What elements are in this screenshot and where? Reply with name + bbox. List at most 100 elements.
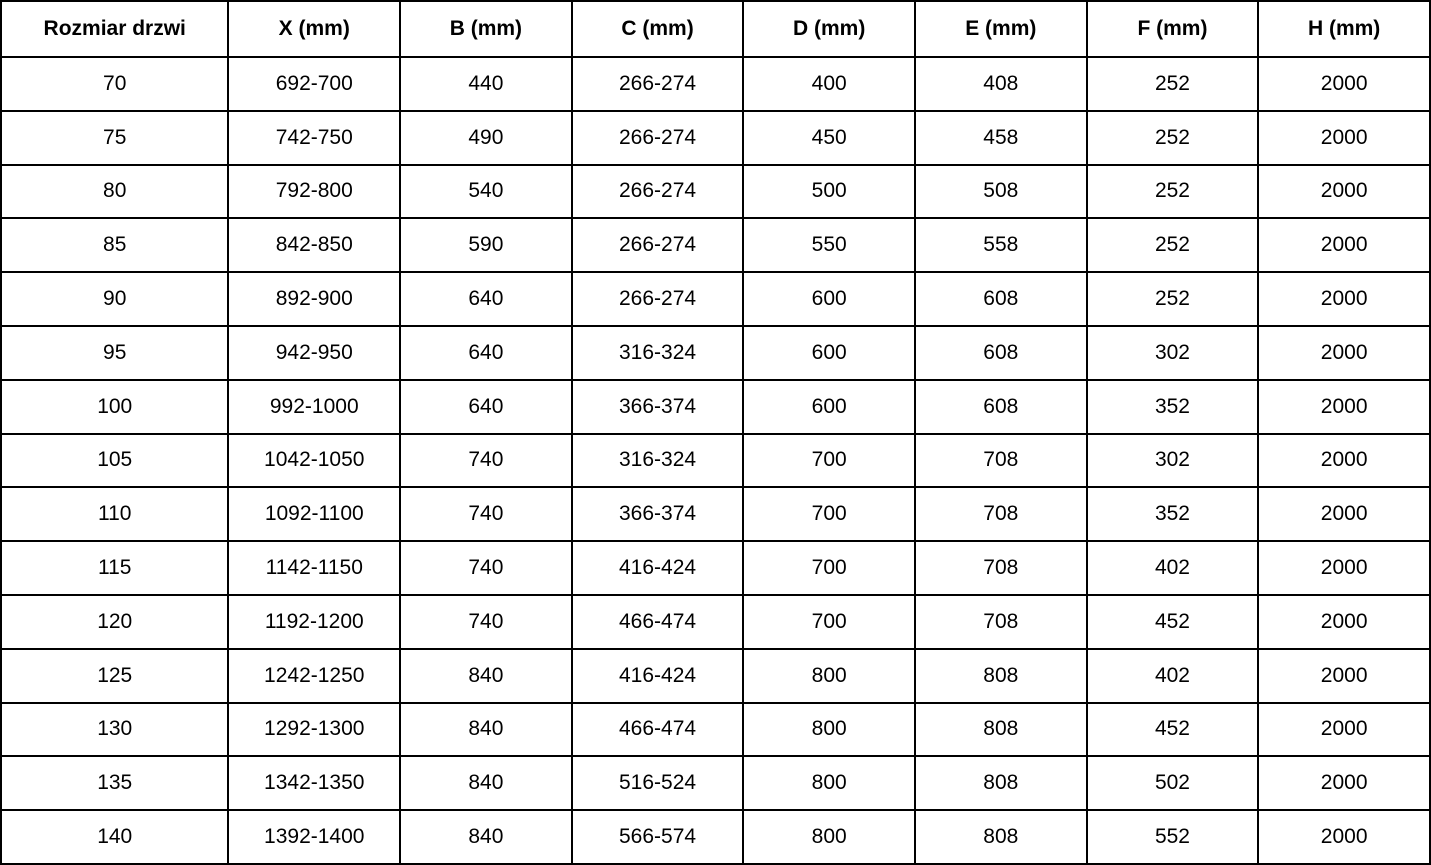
value-cell: 266-274 [570,56,745,112]
value-cell: 800 [742,809,916,865]
value-cell: 408 [914,56,1088,112]
table-row: 115 1142-1150 740 416-424 700 708 402 2000 [0,540,1431,596]
value-cell: 708 [914,540,1088,596]
value-cell: 808 [914,647,1088,704]
value-cell: 708 [914,432,1088,489]
value-cell: 2000 [1257,109,1431,166]
value-cell: 466-474 [570,593,745,650]
value-cell: 640 [399,324,573,381]
door-size-cell: 75 [0,109,230,166]
door-size-cell: 80 [0,163,230,220]
value-cell: 540 [399,163,573,220]
value-cell: 740 [399,486,573,543]
value-cell: 500 [742,163,916,220]
door-size-cell: 85 [0,217,230,274]
value-cell: 440 [399,56,573,112]
value-cell: 316-324 [570,324,745,381]
door-size-cell: 125 [0,647,230,704]
value-cell: 252 [1085,56,1260,112]
column-header-f-mm: F (mm) [1085,0,1260,58]
value-cell: 452 [1085,593,1260,650]
value-cell: 550 [742,217,916,274]
value-cell: 516-524 [570,755,745,812]
value-cell: 600 [742,324,916,381]
value-cell: 266-274 [570,271,745,327]
table-row: 140 1392-1400 840 566-574 800 808 552 2000 [0,809,1431,865]
value-cell: 608 [914,271,1088,327]
value-cell: 808 [914,755,1088,812]
door-size-cell: 130 [0,701,230,758]
door-size-cell: 70 [0,56,230,112]
value-cell: 708 [914,593,1088,650]
value-cell: 2000 [1257,540,1431,596]
value-cell: 608 [914,324,1088,381]
table-row: 85 842-850 590 266-274 550 558 252 2000 [0,217,1431,274]
table-row: 70 692-700 440 266-274 400 408 252 2000 [0,56,1431,112]
value-cell: 740 [399,593,573,650]
column-header-b-mm: B (mm) [399,0,573,58]
door-size-cell: 95 [0,324,230,381]
value-cell: 692-700 [227,56,402,112]
door-size-cell: 140 [0,809,230,865]
value-cell: 2000 [1257,378,1431,435]
value-cell: 640 [399,378,573,435]
value-cell: 1392-1400 [227,809,402,865]
column-header-rozmiar-drzwi: Rozmiar drzwi [0,0,230,58]
value-cell: 840 [399,755,573,812]
value-cell: 700 [742,593,916,650]
table-row: 90 892-900 640 266-274 600 608 252 2000 [0,271,1431,327]
door-size-cell: 120 [0,593,230,650]
value-cell: 608 [914,378,1088,435]
value-cell: 2000 [1257,486,1431,543]
value-cell: 352 [1085,378,1260,435]
value-cell: 808 [914,701,1088,758]
value-cell: 708 [914,486,1088,543]
column-header-e-mm: E (mm) [914,0,1088,58]
value-cell: 2000 [1257,701,1431,758]
value-cell: 366-374 [570,486,745,543]
table-row: 100 992-1000 640 366-374 600 608 352 2000 [0,378,1431,435]
column-header-h-mm: H (mm) [1257,0,1431,58]
door-size-cell: 135 [0,755,230,812]
value-cell: 252 [1085,109,1260,166]
value-cell: 450 [742,109,916,166]
value-cell: 402 [1085,647,1260,704]
value-cell: 566-574 [570,809,745,865]
value-cell: 366-374 [570,378,745,435]
value-cell: 466-474 [570,701,745,758]
door-size-cell: 100 [0,378,230,435]
door-size-cell: 110 [0,486,230,543]
value-cell: 558 [914,217,1088,274]
table-row: 125 1242-1250 840 416-424 800 808 402 2000 [0,647,1431,704]
table-row: 130 1292-1300 840 466-474 800 808 452 2000 [0,701,1431,758]
value-cell: 402 [1085,540,1260,596]
value-cell: 800 [742,701,916,758]
value-cell: 316-324 [570,432,745,489]
value-cell: 2000 [1257,163,1431,220]
value-cell: 1242-1250 [227,647,402,704]
column-header-c-mm: C (mm) [570,0,745,58]
value-cell: 252 [1085,217,1260,274]
table-row: 80 792-800 540 266-274 500 508 252 2000 [0,163,1431,220]
value-cell: 2000 [1257,593,1431,650]
value-cell: 800 [742,647,916,704]
value-cell: 1292-1300 [227,701,402,758]
value-cell: 2000 [1257,324,1431,381]
value-cell: 800 [742,755,916,812]
column-header-d-mm: D (mm) [742,0,916,58]
value-cell: 302 [1085,432,1260,489]
value-cell: 808 [914,809,1088,865]
door-size-cell: 105 [0,432,230,489]
table-row: 120 1192-1200 740 466-474 700 708 452 2000 [0,593,1431,650]
value-cell: 502 [1085,755,1260,812]
value-cell: 942-950 [227,324,402,381]
value-cell: 1042-1050 [227,432,402,489]
value-cell: 1192-1200 [227,593,402,650]
value-cell: 2000 [1257,432,1431,489]
table-row: 75 742-750 490 266-274 450 458 252 2000 [0,109,1431,166]
value-cell: 2000 [1257,271,1431,327]
value-cell: 640 [399,271,573,327]
value-cell: 2000 [1257,217,1431,274]
value-cell: 400 [742,56,916,112]
